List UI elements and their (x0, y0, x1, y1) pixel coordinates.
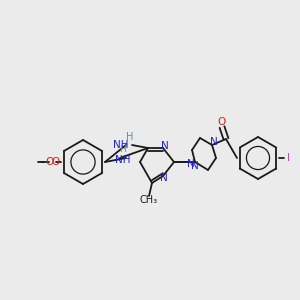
Text: N: N (160, 173, 168, 183)
Text: N: N (210, 137, 218, 147)
Text: O: O (51, 157, 59, 167)
Text: N: N (161, 141, 169, 151)
Text: I: I (286, 153, 290, 163)
Text: H: H (126, 132, 134, 142)
Text: CH₃: CH₃ (140, 195, 158, 205)
Text: N: N (191, 161, 199, 171)
Text: O: O (218, 117, 226, 127)
Text: H: H (120, 146, 126, 154)
Text: NH: NH (115, 155, 131, 165)
Text: NH: NH (113, 140, 129, 150)
Text: O: O (45, 157, 53, 167)
Text: N: N (187, 159, 195, 169)
